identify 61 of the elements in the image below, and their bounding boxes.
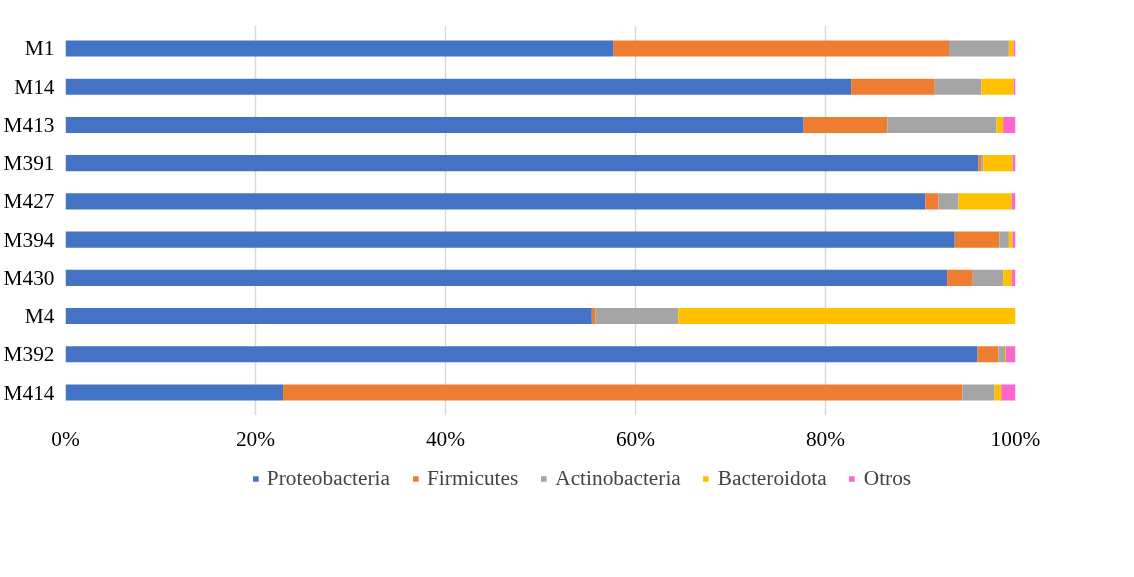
bar [803,116,888,133]
bar [65,269,948,286]
bar [925,193,939,210]
bar [1003,269,1012,286]
bar [65,116,804,133]
bar [977,346,999,363]
x-tick-label: 100% [990,426,1041,451]
bar [1006,346,1016,363]
bar [998,346,1006,363]
x-tick-label: 60% [615,426,656,451]
bar [996,116,1004,133]
legend-label: Actinobacteria [555,465,681,491]
bar [613,40,949,57]
bar [954,231,1000,248]
bar [999,231,1009,248]
y-tick-label: M394 [3,227,55,252]
y-tick-label: M430 [3,265,55,290]
bar [678,308,1016,325]
bar [65,346,978,363]
bar [949,40,1009,57]
bar [1008,231,1013,248]
bar [1008,40,1014,57]
bar [65,155,979,172]
bar [887,116,997,133]
bar [947,269,973,286]
bar [972,269,1004,286]
bar [962,384,995,401]
bar [283,384,963,401]
bar [938,193,959,210]
bar [65,78,852,95]
bar [981,78,1014,95]
legend-label: Bacteroidota [717,465,827,491]
y-tick-label: M413 [3,112,55,137]
bar [65,193,926,210]
bar [994,384,1002,401]
y-tick-label: M14 [14,74,55,99]
y-tick-label: M427 [3,189,55,214]
y-tick-label: M414 [3,380,55,405]
x-tick-label: 40% [425,426,466,451]
x-tick-label: 80% [805,426,846,451]
x-tick-label: 20% [235,426,276,451]
legend-label: Firmicutes [427,465,519,491]
bar [65,308,592,325]
bar [591,308,596,325]
bar [983,155,1013,172]
bar [958,193,1012,210]
bar [65,384,284,401]
bar [1001,384,1016,401]
bar [595,308,679,325]
bar [65,231,955,248]
bar [1003,116,1016,133]
y-tick-label: M1 [24,36,55,61]
bar [65,40,614,57]
bar [851,78,935,95]
y-tick-label: M391 [3,151,55,176]
y-tick-label: M4 [24,304,55,329]
bar [934,78,982,95]
x-tick-label: 0% [51,426,80,451]
legend-label: Proteobacteria [266,465,391,491]
legend-label: Otros [863,465,912,491]
y-tick-label: M392 [3,342,55,367]
